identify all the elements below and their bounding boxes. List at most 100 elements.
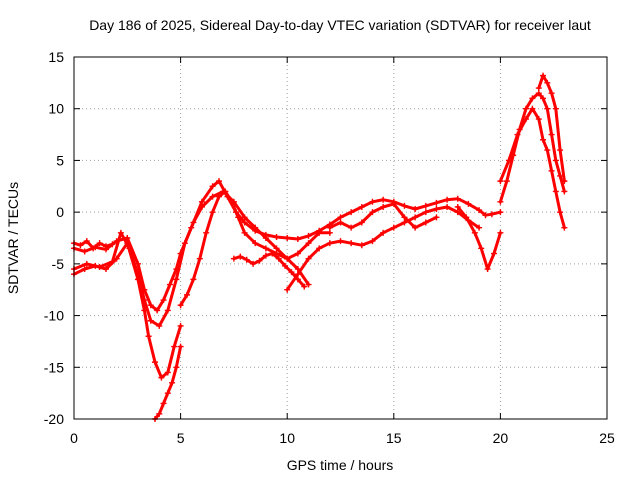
data-point (540, 95, 547, 102)
data-point (156, 322, 163, 329)
data-point (535, 116, 542, 123)
y-tick-label: 5 (56, 152, 64, 168)
data-point (203, 229, 210, 236)
data-point (250, 260, 257, 267)
data-point (433, 206, 440, 213)
data-point (166, 281, 173, 288)
data-point (358, 242, 365, 249)
data-point (241, 229, 248, 236)
series-track-10 (497, 90, 568, 205)
data-point (215, 193, 222, 200)
data-point (540, 72, 547, 79)
series-line (72, 179, 502, 312)
data-point (237, 253, 244, 260)
data-point (209, 183, 216, 190)
data-point (412, 206, 419, 213)
data-point (454, 203, 461, 210)
data-point (422, 202, 429, 209)
data-point (284, 286, 291, 293)
data-point (83, 238, 90, 245)
data-point (81, 266, 88, 273)
data-point (181, 240, 188, 247)
data-point (412, 214, 419, 221)
data-point (412, 224, 419, 231)
series-track-12 (535, 72, 568, 185)
y-tick-label: -10 (44, 308, 64, 324)
x-tick-label: 25 (599, 430, 615, 446)
axis-ticks: 0 5 10 15 20 25 -20 -15 -10 -5 0 5 10 15 (44, 49, 615, 446)
data-series (71, 72, 568, 422)
data-point (305, 255, 312, 262)
data-point (522, 105, 529, 112)
y-axis-label: SDTVAR / TECUs (5, 182, 21, 294)
data-point (190, 219, 197, 226)
data-point (561, 224, 568, 231)
data-point (164, 390, 171, 397)
data-point (529, 95, 536, 102)
data-point (288, 269, 295, 276)
y-tick-label: 10 (48, 101, 64, 117)
data-point (294, 236, 301, 243)
data-point (305, 240, 312, 247)
data-point (337, 238, 344, 245)
data-point (164, 369, 171, 376)
series-track-6 (230, 250, 308, 290)
data-point (198, 203, 205, 210)
data-point (284, 255, 291, 262)
data-point (284, 235, 291, 241)
data-point (171, 343, 178, 350)
x-tick-label: 20 (493, 430, 509, 446)
data-point (401, 202, 408, 209)
data-point (369, 209, 376, 216)
data-point (156, 410, 163, 417)
data-point (294, 250, 301, 257)
data-point (241, 214, 248, 221)
data-point (471, 229, 478, 236)
data-point (476, 224, 483, 231)
data-point (282, 262, 289, 269)
data-point (102, 243, 109, 250)
data-point (390, 224, 397, 231)
data-point (117, 229, 124, 236)
data-point (369, 238, 376, 245)
data-point (160, 297, 167, 304)
data-point (548, 167, 555, 174)
data-point (141, 297, 148, 304)
data-point (154, 307, 161, 314)
x-tick-label: 5 (177, 430, 185, 446)
series-track-7 (284, 203, 483, 293)
data-point (482, 212, 489, 219)
data-point (164, 307, 171, 314)
data-point (273, 233, 280, 240)
data-point (183, 291, 190, 298)
data-point (454, 195, 461, 202)
data-point (401, 214, 408, 221)
data-point (145, 333, 152, 340)
data-point (544, 147, 551, 154)
data-point (173, 364, 180, 371)
data-point (358, 219, 365, 226)
data-point (134, 271, 141, 278)
data-point (326, 224, 333, 231)
data-point (209, 209, 216, 216)
y-tick-label: -15 (44, 359, 64, 375)
data-point (337, 219, 344, 226)
y-tick-label: 15 (48, 49, 64, 65)
data-point (235, 214, 242, 221)
data-point (109, 258, 116, 265)
data-point (177, 322, 184, 329)
data-point (305, 232, 312, 239)
data-point (316, 229, 323, 236)
data-point (433, 214, 440, 221)
data-point (294, 271, 301, 278)
series-track-8 (326, 200, 440, 231)
data-point (491, 250, 498, 257)
data-point (316, 245, 323, 252)
data-point (497, 178, 504, 185)
data-point (488, 211, 495, 218)
data-point (465, 200, 472, 207)
data-point (561, 178, 568, 185)
data-point (228, 198, 235, 205)
data-point (158, 374, 165, 381)
